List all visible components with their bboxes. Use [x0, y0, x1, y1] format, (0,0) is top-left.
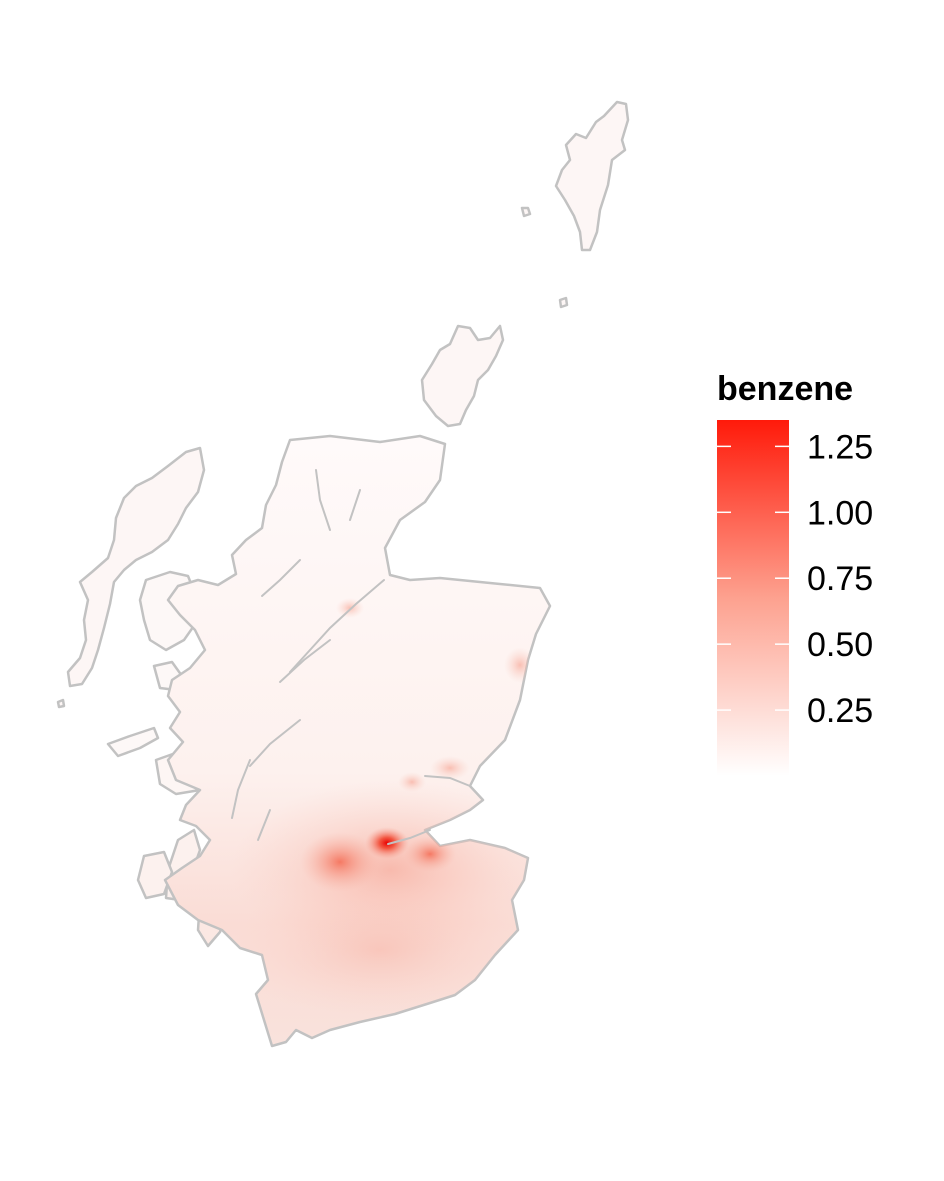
isle-of-islay	[136, 850, 174, 900]
legend-colorbar	[717, 420, 789, 776]
st-kilda	[56, 698, 66, 709]
perth-hotspot	[398, 772, 426, 792]
shetland-islands	[554, 100, 630, 252]
legend-tick-label: 0.50	[807, 626, 873, 664]
dundee-hotspot	[430, 756, 470, 780]
legend-tick-label: 0.75	[807, 560, 873, 598]
outer-hebrides	[66, 446, 206, 688]
fair-isle	[558, 296, 569, 309]
legend-ticks: 1.25 1.00 0.75 0.50 0.25	[717, 428, 873, 730]
map-area	[56, 100, 630, 1048]
legend-tick-label: 1.00	[807, 494, 873, 532]
concentration-surface	[230, 598, 550, 1020]
isle-of-coll-tiree	[106, 726, 160, 758]
coastline-inlets	[231, 469, 471, 845]
legend-tick-label: 1.25	[807, 428, 873, 466]
orkney-islands	[420, 324, 505, 428]
legend-title: benzene	[717, 370, 853, 408]
legend: benzene 1.25 1.00 0.75 0.50 0.25	[717, 370, 873, 776]
edinburgh-hotspot	[404, 836, 456, 872]
legend-tick-label: 0.25	[807, 692, 873, 730]
southern-uplands-haze	[230, 880, 530, 1020]
shetland-islet-west	[520, 206, 532, 218]
grangemouth-hotspot	[365, 827, 409, 859]
glasgow-hotspot	[300, 832, 380, 892]
